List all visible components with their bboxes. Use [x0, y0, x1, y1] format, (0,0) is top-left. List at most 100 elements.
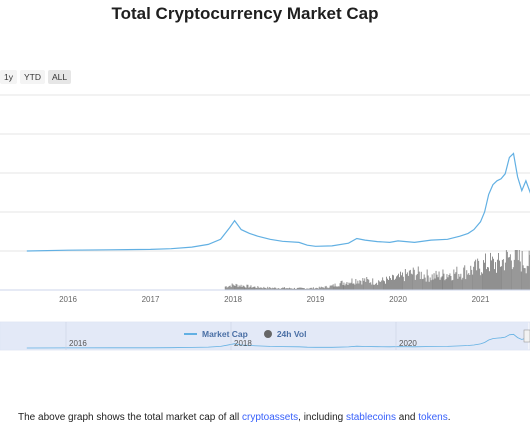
range-button-all[interactable]: ALL [47, 70, 72, 84]
volume-bar [242, 285, 244, 290]
volume-bar [478, 260, 480, 290]
volume-bar [428, 281, 430, 290]
volume-bar [360, 280, 362, 290]
volume-bar [389, 276, 390, 290]
legend-item-volume[interactable]: 24h Vol [263, 329, 306, 339]
volume-bar [501, 260, 503, 290]
volume-bar [338, 286, 340, 290]
volume-bar [228, 286, 230, 290]
volume-bar [504, 262, 506, 290]
volume-bar [233, 285, 235, 290]
volume-bar [258, 287, 260, 290]
volume-bar [507, 257, 509, 290]
volume-bar [260, 287, 262, 290]
volume-bar [380, 281, 382, 290]
volume-bar [421, 279, 423, 290]
gridlines [0, 94, 530, 252]
volume-bar [227, 286, 229, 290]
volume-bar [390, 278, 391, 290]
volume-bar [274, 287, 276, 290]
volume-bar [276, 288, 278, 290]
volume-bar [476, 270, 478, 290]
volume-bar [448, 275, 450, 290]
volume-bar [460, 273, 462, 290]
volume-bar [262, 288, 264, 290]
volume-bar [436, 274, 438, 290]
volume-bar [283, 287, 285, 290]
volume-bar [225, 286, 227, 290]
volume-bar [520, 271, 522, 290]
volume-bar [298, 287, 299, 290]
volume-bar [471, 269, 473, 290]
volume-bar [429, 277, 431, 290]
volume-bar [289, 287, 290, 290]
volume-bar [493, 258, 494, 290]
volume-bar [474, 261, 476, 290]
range-button-ytd[interactable]: YTD [19, 70, 45, 84]
volume-bar [275, 287, 277, 290]
volume-bar [510, 260, 512, 290]
volume-bar [377, 284, 379, 290]
market-cap-chart[interactable]: 2016 2017 2018 2019 2020 2021 2016 2018 2020 [0, 0, 530, 360]
legend-item-market-cap[interactable]: Market Cap [184, 329, 248, 339]
volume-bar [253, 286, 255, 290]
volume-bar [447, 277, 449, 290]
volume-bar [430, 280, 432, 290]
volume-bar [359, 280, 361, 290]
volume-bar [256, 288, 258, 290]
volume-bar [503, 270, 505, 290]
volume-bar [313, 288, 315, 290]
volume-bar [407, 275, 409, 290]
x-axis-ticks: 2016 2017 2018 2019 2020 2021 [59, 295, 490, 304]
range-button-1y[interactable]: 1y [0, 70, 17, 84]
volume-bar [319, 287, 321, 290]
x-tick-label: 2020 [389, 295, 407, 304]
volume-bar [522, 265, 524, 290]
volume-bar [302, 287, 303, 290]
volume-bar [324, 286, 326, 290]
volume-bar [350, 282, 352, 290]
volume-bar [240, 284, 242, 290]
volume-bar [254, 286, 256, 290]
volume-bar [513, 259, 515, 290]
link-tokens[interactable]: tokens [418, 412, 448, 423]
volume-bar [305, 288, 307, 290]
volume-bar [517, 260, 519, 290]
volume-bar [325, 285, 327, 290]
volume-bar [481, 272, 483, 290]
volume-bar [348, 282, 350, 290]
volume-bar [292, 288, 293, 290]
navigator-tick-label: 2016 [69, 339, 87, 348]
volume-bar [494, 269, 495, 290]
volume-bar [351, 278, 353, 290]
volume-bar [431, 274, 433, 290]
volume-bar [457, 278, 459, 290]
volume-bar [269, 287, 271, 290]
volume-bar [498, 253, 499, 290]
volume-bar [424, 277, 426, 290]
volume-bar [322, 287, 324, 290]
volume-bar [372, 278, 374, 290]
volume-bar [426, 269, 428, 290]
volume-bar [287, 288, 288, 290]
volume-bar [361, 284, 363, 290]
volume-bar [384, 281, 385, 290]
volume-bar [333, 286, 335, 290]
volume-bar [472, 274, 474, 290]
volume-bar [383, 280, 384, 290]
volume-bar [500, 266, 501, 290]
volume-bar [509, 254, 511, 290]
volume-bar [405, 274, 407, 290]
volume-bar [273, 288, 275, 290]
volume-bar [300, 287, 301, 290]
navigator-handle[interactable] [523, 329, 530, 343]
volume-bar [230, 287, 232, 290]
volume-bar [299, 287, 300, 290]
link-cryptoassets[interactable]: cryptoassets [242, 412, 299, 423]
x-tick-label: 2017 [142, 295, 160, 304]
volume-bar [433, 273, 435, 290]
volume-bar [467, 274, 469, 290]
link-stablecoins[interactable]: stablecoins [345, 412, 396, 423]
volume-bar [411, 274, 413, 290]
volume-bar [323, 288, 325, 290]
